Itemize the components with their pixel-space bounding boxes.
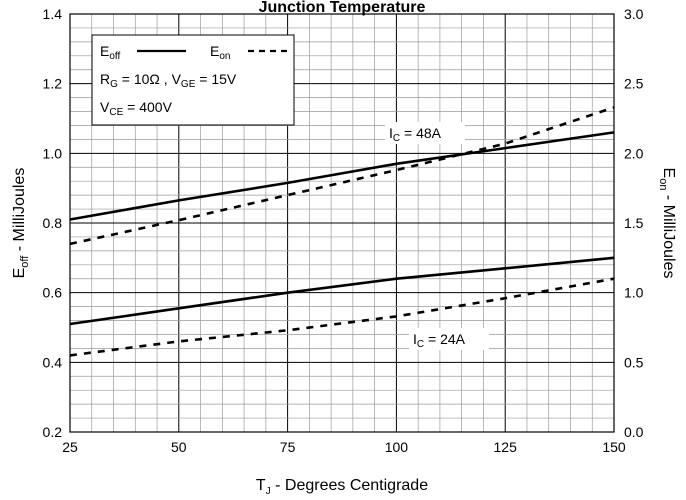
annotation-ic-48a: IC = 48A [385,122,465,144]
legend-label-eoff: Eoff [100,43,121,62]
legend-condition-vce: VCE = 400V [100,99,173,118]
series-line-eon-48a [69,106,615,246]
y-left-tick-label: 0.8 [43,215,63,231]
series-layer [69,106,615,357]
annotation-ic-24a-label: IC = 24A [413,331,466,350]
x-axis-title: TJ - Degrees Centigrade [256,477,428,497]
y-right-tick-label: 2.0 [624,145,644,161]
chart-title: Junction Temperature [259,0,426,16]
annotation-ic-24a-background [409,328,489,350]
y-left-tick-label: 1.0 [43,145,63,161]
plot-area-frame [69,13,615,433]
x-tick-label: 50 [171,439,187,455]
y-left-tick-label: 0.4 [43,354,63,370]
y-left-tick-label: 1.2 [43,76,63,92]
y-left-tick-label: 0.2 [43,424,63,440]
x-tick-label: 150 [602,439,626,455]
y-right-tick-label: 0.0 [624,424,644,440]
y-right-tick-label: 1.5 [624,215,644,231]
x-tick-label: 100 [385,439,409,455]
legend-label-eon: Eon [210,43,230,62]
y-right-tick-label: 0.5 [624,354,644,370]
annotation-ic-24a: IC = 24A [409,328,489,350]
series-line-eoff-48a [69,131,615,221]
series-line-eon-24a [69,277,615,357]
y-right-tick-label: 3.0 [624,6,644,22]
y-axis-left-title: Eoff - MilliJoules [11,168,31,279]
x-tick-label: 125 [494,439,518,455]
annotation-ic-48a-label: IC = 48A [389,125,442,144]
legend-condition-rg-vge: RG = 10Ω , VGE = 15V [100,71,237,90]
y-left-tick-label: 0.6 [43,285,63,301]
x-tick-label: 75 [280,439,296,455]
legend: Eoff Eon RG = 10Ω , VGE = 15V VCE = 400V [91,34,295,126]
x-tick-label: 25 [62,439,78,455]
series-line-eoff-24a [69,256,615,326]
y-right-tick-label: 1.0 [624,285,644,301]
y-right-tick-label: 2.5 [624,76,644,92]
annotation-ic-48a-background [385,122,465,144]
y-left-tick-label: 1.4 [43,6,63,22]
tick-labels: 25 50 75 100 125 150 0.2 0.4 0.6 0.8 1.0 1.2 1.4 0.0 0… [43,6,644,455]
y-axis-right-title: Eon - MilliJoules [657,168,677,279]
